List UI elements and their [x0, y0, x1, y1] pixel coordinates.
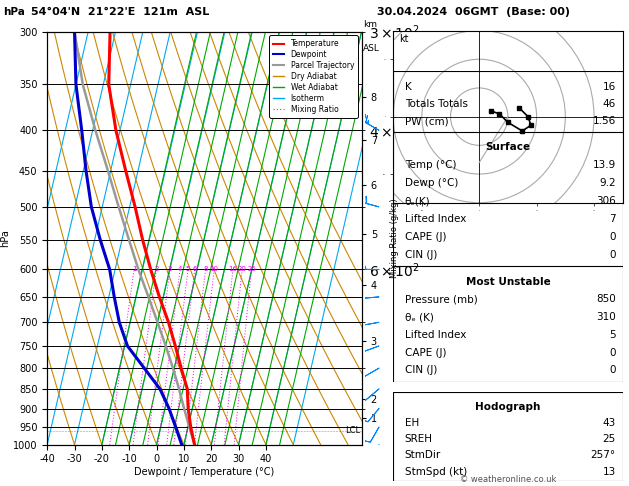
Text: Temp (°C): Temp (°C)	[404, 160, 456, 170]
Text: 5: 5	[186, 266, 190, 273]
Text: 30.04.2024  06GMT  (Base: 00): 30.04.2024 06GMT (Base: 00)	[377, 7, 571, 17]
Text: 16: 16	[228, 266, 238, 273]
Text: 9.2: 9.2	[599, 178, 616, 188]
Text: 1: 1	[132, 266, 136, 273]
Text: CAPE (J): CAPE (J)	[404, 347, 446, 358]
Text: hPa: hPa	[3, 7, 25, 17]
Text: EH: EH	[404, 418, 419, 428]
Text: K: K	[404, 82, 411, 92]
Text: 0: 0	[610, 232, 616, 242]
Text: 46: 46	[603, 99, 616, 109]
Text: 3: 3	[168, 266, 172, 273]
Text: 25: 25	[603, 434, 616, 444]
Text: 13.9: 13.9	[593, 160, 616, 170]
Text: 0: 0	[610, 365, 616, 376]
Text: StmDir: StmDir	[404, 451, 441, 460]
Text: SREH: SREH	[404, 434, 433, 444]
Text: CIN (J): CIN (J)	[404, 250, 437, 260]
Text: 10: 10	[209, 266, 219, 273]
Text: Pressure (mb): Pressure (mb)	[404, 295, 477, 304]
Text: Dewp (°C): Dewp (°C)	[404, 178, 458, 188]
Text: kt: kt	[399, 34, 408, 44]
Text: Lifted Index: Lifted Index	[404, 330, 466, 340]
Text: θₑ(K): θₑ(K)	[404, 196, 430, 206]
Text: 0: 0	[610, 347, 616, 358]
Text: 257°: 257°	[591, 451, 616, 460]
Text: 1.56: 1.56	[593, 116, 616, 126]
Text: 5: 5	[610, 330, 616, 340]
Text: 54°04'N  21°22'E  121m  ASL: 54°04'N 21°22'E 121m ASL	[31, 7, 209, 17]
Text: 2: 2	[154, 266, 159, 273]
Text: © weatheronline.co.uk: © weatheronline.co.uk	[460, 474, 556, 484]
Text: km: km	[363, 20, 377, 29]
Text: Mixing Ratio (g/kg): Mixing Ratio (g/kg)	[390, 198, 399, 278]
Text: 0: 0	[610, 250, 616, 260]
Text: 6: 6	[192, 266, 197, 273]
Text: θₑ (K): θₑ (K)	[404, 312, 433, 322]
Text: 4: 4	[178, 266, 182, 273]
Text: Surface: Surface	[486, 142, 530, 153]
Text: CAPE (J): CAPE (J)	[404, 232, 446, 242]
Text: 306: 306	[596, 196, 616, 206]
Text: 310: 310	[596, 312, 616, 322]
Text: CIN (J): CIN (J)	[404, 365, 437, 376]
Text: Hodograph: Hodograph	[476, 402, 540, 412]
Text: Lifted Index: Lifted Index	[404, 214, 466, 224]
Text: PW (cm): PW (cm)	[404, 116, 448, 126]
Text: 20: 20	[238, 266, 247, 273]
Text: 8: 8	[203, 266, 208, 273]
Text: Most Unstable: Most Unstable	[465, 277, 550, 287]
Y-axis label: hPa: hPa	[0, 229, 10, 247]
Text: 850: 850	[596, 295, 616, 304]
Text: ASL: ASL	[363, 44, 380, 53]
Text: 16: 16	[603, 82, 616, 92]
Text: Totals Totals: Totals Totals	[404, 99, 467, 109]
Text: LCL: LCL	[345, 426, 360, 435]
Text: 25: 25	[247, 266, 256, 273]
Text: 13: 13	[603, 467, 616, 477]
Text: 7: 7	[610, 214, 616, 224]
X-axis label: Dewpoint / Temperature (°C): Dewpoint / Temperature (°C)	[135, 467, 274, 477]
Legend: Temperature, Dewpoint, Parcel Trajectory, Dry Adiabat, Wet Adiabat, Isotherm, Mi: Temperature, Dewpoint, Parcel Trajectory…	[269, 35, 358, 118]
Text: StmSpd (kt): StmSpd (kt)	[404, 467, 467, 477]
Text: 43: 43	[603, 418, 616, 428]
